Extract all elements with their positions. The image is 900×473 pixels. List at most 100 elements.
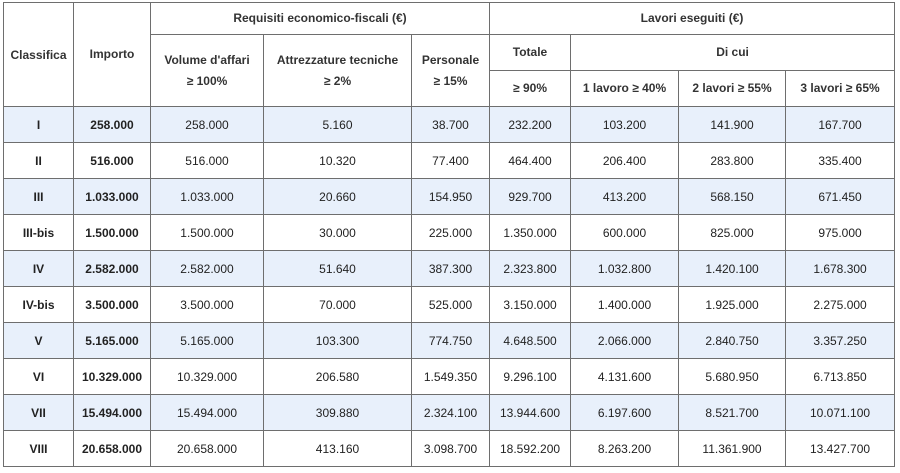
- header-lavori-3: 3 lavori ≥ 65%: [785, 70, 896, 107]
- table-row: VII 15.494.000 15.494.000 309.880 2.324.100 1…: [3, 394, 896, 431]
- header-personale-line2: ≥ 15%: [433, 73, 468, 88]
- cell-attrezzature: 103.300: [263, 322, 412, 359]
- cell-lavori-2: 11.361.900: [678, 430, 787, 467]
- cell-totale: 3.150.000: [489, 286, 572, 323]
- cell-totale: 18.592.200: [489, 430, 572, 467]
- cell-classifica: VII: [3, 394, 74, 431]
- cell-lavoro-1: 103.200: [570, 106, 680, 143]
- header-di-cui: Di cui: [570, 34, 896, 71]
- cell-totale: 4.648.500: [489, 322, 572, 359]
- cell-lavori-3: 671.450: [785, 178, 896, 215]
- table-header: Classifica Importo Requisiti economico-f…: [3, 2, 896, 107]
- cell-volume: 3.500.000: [150, 286, 264, 323]
- cell-volume: 2.582.000: [150, 250, 264, 287]
- cell-classifica: III: [3, 178, 74, 215]
- cell-lavoro-1: 8.263.200: [570, 430, 680, 467]
- cell-totale: 9.296.100: [489, 358, 572, 395]
- cell-personale: 154.950: [410, 178, 491, 215]
- cell-importo: 2.582.000: [73, 250, 151, 287]
- cell-lavori-3: 10.071.100: [785, 394, 896, 431]
- cell-lavori-3: 1.678.300: [785, 250, 896, 287]
- cell-lavoro-1: 1.400.000: [570, 286, 680, 323]
- cell-totale: 232.200: [489, 106, 572, 143]
- cell-importo: 5.165.000: [73, 322, 151, 359]
- table-row: IV 2.582.000 2.582.000 51.640 387.300 2.323.8…: [3, 250, 896, 287]
- table-row: V 5.165.000 5.165.000 103.300 774.750 4.648.5…: [3, 322, 896, 359]
- cell-volume: 20.658.000: [150, 430, 264, 467]
- cell-importo: 1.033.000: [73, 178, 151, 215]
- cell-totale: 2.323.800: [489, 250, 572, 287]
- cell-lavori-3: 335.400: [785, 142, 896, 179]
- cell-volume: 15.494.000: [150, 394, 264, 431]
- header-importo: Importo: [73, 2, 151, 107]
- cell-lavori-2: 5.680.950: [678, 358, 787, 395]
- cell-lavori-3: 6.713.850: [785, 358, 896, 395]
- header-lavoro-1: 1 lavoro ≥ 40%: [570, 70, 680, 107]
- cell-lavori-2: 141.900: [678, 106, 787, 143]
- table-row: VIII 20.658.000 20.658.000 413.160 3.098.700…: [3, 430, 896, 467]
- cell-personale: 387.300: [410, 250, 491, 287]
- cell-volume: 1.033.000: [150, 178, 264, 215]
- table-row: III 1.033.000 1.033.000 20.660 154.950 929.70…: [3, 178, 896, 215]
- cell-lavori-2: 8.521.700: [678, 394, 787, 431]
- cell-personale: 1.549.350: [410, 358, 491, 395]
- cell-lavoro-1: 6.197.600: [570, 394, 680, 431]
- header-attrezzature-line1: Attrezzature tecniche: [276, 52, 399, 67]
- cell-classifica: IV-bis: [3, 286, 74, 323]
- header-volume-line2: ≥ 100%: [186, 73, 228, 88]
- cell-classifica: VIII: [3, 430, 74, 467]
- cell-volume: 1.500.000: [150, 214, 264, 251]
- header-requisiti: Requisiti economico-fiscali (€): [149, 2, 491, 35]
- header-attrezzature: Attrezzature tecniche ≥ 2%: [263, 34, 412, 107]
- cell-importo: 20.658.000: [73, 430, 151, 467]
- table-row: IV-bis 3.500.000 3.500.000 70.000 525.000 3.1…: [3, 286, 896, 323]
- header-attrezzature-line2: ≥ 2%: [323, 73, 352, 88]
- cell-importo: 15.494.000: [73, 394, 151, 431]
- header-classifica-label: Classifica: [10, 47, 67, 62]
- cell-classifica: VI: [3, 358, 74, 395]
- cell-attrezzature: 20.660: [263, 178, 412, 215]
- cell-volume: 258.000: [150, 106, 264, 143]
- cell-lavoro-1: 4.131.600: [570, 358, 680, 395]
- header-lavori-2: 2 lavori ≥ 55%: [678, 70, 787, 107]
- header-personale-line1: Personale: [421, 52, 480, 67]
- cell-personale: 77.400: [410, 142, 491, 179]
- cell-classifica: V: [3, 322, 74, 359]
- cell-volume: 10.329.000: [150, 358, 264, 395]
- header-volume: Volume d'affari ≥ 100%: [150, 34, 264, 107]
- cell-lavori-2: 1.925.000: [678, 286, 787, 323]
- cell-volume: 5.165.000: [150, 322, 264, 359]
- cell-attrezzature: 51.640: [263, 250, 412, 287]
- header-lavori: Lavori eseguiti (€): [489, 2, 896, 35]
- cell-classifica: I: [3, 106, 74, 143]
- cell-classifica: II: [3, 142, 74, 179]
- cell-personale: 225.000: [410, 214, 491, 251]
- cell-personale: 525.000: [410, 286, 491, 323]
- cell-attrezzature: 206.580: [263, 358, 412, 395]
- cell-attrezzature: 309.880: [263, 394, 412, 431]
- cell-importo: 516.000: [73, 142, 151, 179]
- header-totale: Totale: [489, 34, 572, 71]
- cell-importo: 258.000: [73, 106, 151, 143]
- cell-lavori-3: 975.000: [785, 214, 896, 251]
- cell-importo: 10.329.000: [73, 358, 151, 395]
- cell-lavoro-1: 2.066.000: [570, 322, 680, 359]
- cell-totale: 13.944.600: [489, 394, 572, 431]
- cell-personale: 3.098.700: [410, 430, 491, 467]
- table-row: VI 10.329.000 10.329.000 206.580 1.549.350 9.…: [3, 358, 896, 395]
- cell-lavori-2: 568.150: [678, 178, 787, 215]
- cell-totale: 1.350.000: [489, 214, 572, 251]
- cell-lavori-3: 3.357.250: [785, 322, 896, 359]
- cell-importo: 1.500.000: [73, 214, 151, 251]
- requisiti-table: Classifica Importo Requisiti economico-f…: [3, 2, 896, 467]
- header-classifica: Classifica: [3, 2, 74, 107]
- header-importo-label: Importo: [89, 47, 135, 61]
- cell-importo: 3.500.000: [73, 286, 151, 323]
- cell-personale: 2.324.100: [410, 394, 491, 431]
- header-volume-line1: Volume d'affari: [164, 52, 250, 67]
- cell-lavori-2: 283.800: [678, 142, 787, 179]
- cell-attrezzature: 5.160: [263, 106, 412, 143]
- cell-lavori-2: 1.420.100: [678, 250, 787, 287]
- cell-personale: 38.700: [410, 106, 491, 143]
